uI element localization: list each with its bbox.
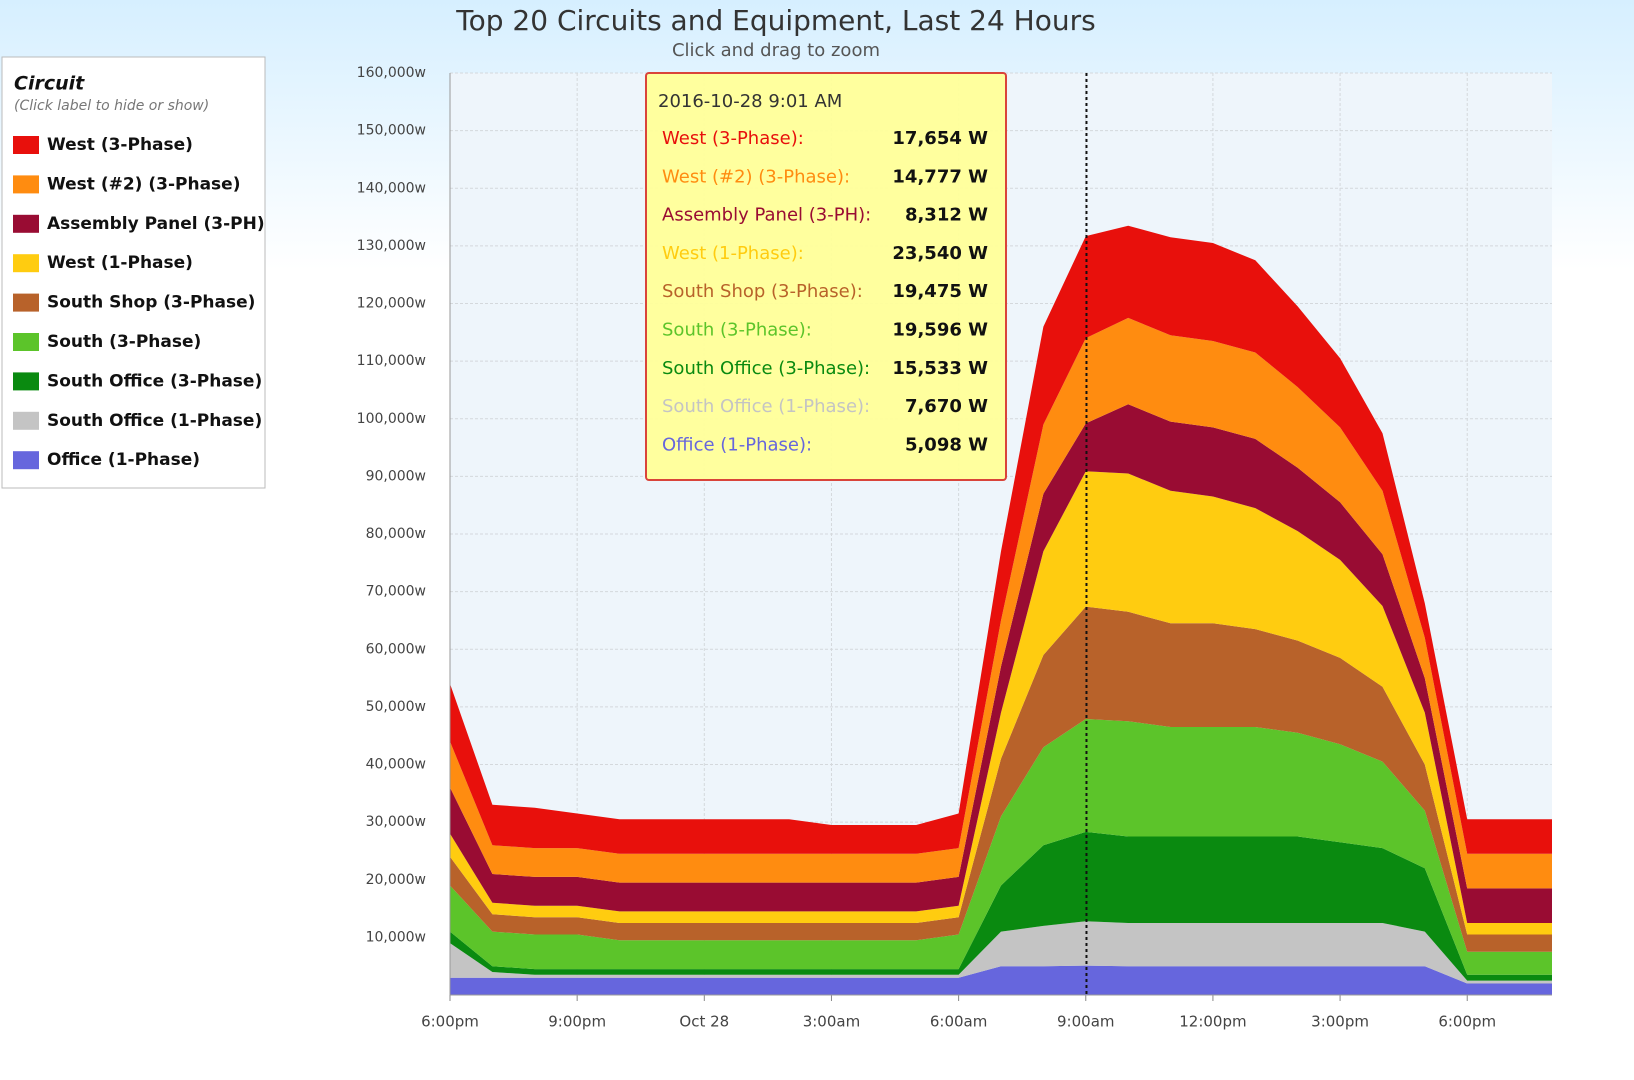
x-tick-label: 12:00pm	[1179, 1013, 1246, 1031]
legend-label[interactable]: Assembly Panel (3-PH)	[47, 214, 265, 234]
x-tick-label: 6:00pm	[421, 1013, 479, 1031]
y-tick-label: 130,000w	[357, 238, 426, 254]
legend-label[interactable]: West (3-Phase)	[47, 135, 193, 155]
tooltip-label: South Office (3-Phase):	[662, 358, 870, 379]
legend-label[interactable]: West (1-Phase)	[47, 253, 193, 273]
legend-label[interactable]: South Shop (3-Phase)	[47, 293, 255, 313]
y-tick-label: 10,000w	[366, 929, 426, 945]
tooltip-label: West (3-Phase):	[662, 128, 804, 149]
legend: Circuit (Click label to hide or show) We…	[1, 56, 266, 489]
area-series	[450, 965, 1552, 995]
legend-swatch[interactable]	[13, 254, 39, 273]
legend-label[interactable]: South Office (3-Phase)	[47, 371, 262, 391]
x-tick-label: 6:00pm	[1438, 1013, 1496, 1031]
tooltip-value: 23,540 W	[892, 243, 988, 264]
x-tick-label: 3:00pm	[1311, 1013, 1369, 1031]
tooltip-value: 8,312 W	[905, 205, 988, 226]
legend-swatch[interactable]	[13, 293, 39, 312]
tooltip-label: Office (1-Phase):	[662, 434, 812, 455]
y-tick-label: 120,000w	[357, 296, 426, 312]
tooltip-value: 17,654 W	[892, 128, 988, 149]
tooltip-box	[645, 72, 1007, 481]
area-series	[450, 831, 1552, 981]
legend-box	[1, 56, 266, 489]
chart-subtitle: Click and drag to zoom	[672, 40, 880, 61]
legend-swatch[interactable]	[13, 175, 39, 194]
y-tick-label: 60,000w	[366, 641, 426, 657]
legend-swatch[interactable]	[13, 214, 39, 233]
legend-swatch[interactable]	[13, 136, 39, 154]
tooltip-label: South (3-Phase):	[662, 320, 812, 341]
tooltip-label: West (#2) (3-Phase):	[662, 166, 850, 187]
area-series	[450, 719, 1552, 975]
x-tick-label: 6:00am	[930, 1013, 988, 1031]
areas	[450, 73, 1552, 995]
legend-label[interactable]: South (3-Phase)	[47, 332, 201, 352]
y-tick-label: 70,000w	[366, 584, 426, 600]
legend-title: Circuit	[14, 73, 85, 95]
x-tick-label: 9:00pm	[548, 1013, 606, 1031]
y-tick-label: 100,000w	[357, 411, 426, 427]
y-tick-label: 30,000w	[366, 814, 426, 830]
y-tick-label: 40,000w	[366, 757, 426, 773]
tooltip-label: South Office (1-Phase):	[662, 396, 870, 417]
legend-swatch[interactable]	[13, 333, 39, 351]
y-tick-label: 160,000w	[357, 65, 426, 81]
y-tick-label: 50,000w	[366, 699, 426, 715]
tooltip-value: 7,670 W	[905, 396, 988, 417]
tooltip-value: 15,533 W	[892, 358, 988, 379]
tooltip: 2016-10-28 9:01 AM West (3-Phase): 17,654…	[645, 72, 1007, 481]
y-tick-label: 140,000w	[357, 180, 426, 196]
legend-label[interactable]: West (#2) (3-Phase)	[47, 174, 240, 194]
area-series	[450, 921, 1552, 984]
tooltip-value: 14,777 W	[892, 166, 988, 187]
y-tick-label: 110,000w	[357, 353, 426, 369]
tooltip-label: Assembly Panel (3-PH):	[662, 205, 871, 226]
tooltip-label: South Shop (3-Phase):	[662, 281, 863, 302]
y-tick-label: 20,000w	[366, 872, 426, 888]
area-series	[450, 606, 1552, 952]
legend-swatch[interactable]	[13, 411, 39, 430]
legend-swatch[interactable]	[13, 372, 39, 391]
y-tick-label: 150,000w	[357, 123, 426, 139]
legend-subtitle: (Click label to hide or show)	[14, 98, 209, 114]
tooltip-value: 19,475 W	[892, 281, 988, 302]
y-tick-label: 80,000w	[366, 526, 426, 542]
legend-label[interactable]: Office (1-Phase)	[47, 450, 200, 470]
y-tick-label: 90,000w	[366, 468, 426, 484]
axes: 10,000w 20,000w 30,000w 40,000w 50,000w 60,00…	[357, 65, 1552, 1031]
area-series	[450, 471, 1552, 935]
x-tick-label: 9:00am	[1057, 1013, 1115, 1031]
chart-title: Top 20 Circuits and Equipment, Last 24 H…	[455, 4, 1095, 37]
legend-label[interactable]: South Office (1-Phase)	[47, 411, 262, 431]
tooltip-label: West (1-Phase):	[662, 243, 804, 264]
tooltip-value: 5,098 W	[905, 434, 988, 455]
x-tick-label: Oct 28	[679, 1013, 729, 1031]
legend-swatch[interactable]	[13, 451, 39, 470]
x-tick-label: 3:00am	[803, 1013, 861, 1031]
tooltip-title: 2016-10-28 9:01 AM	[658, 91, 842, 112]
tooltip-value: 19,596 W	[892, 320, 988, 341]
